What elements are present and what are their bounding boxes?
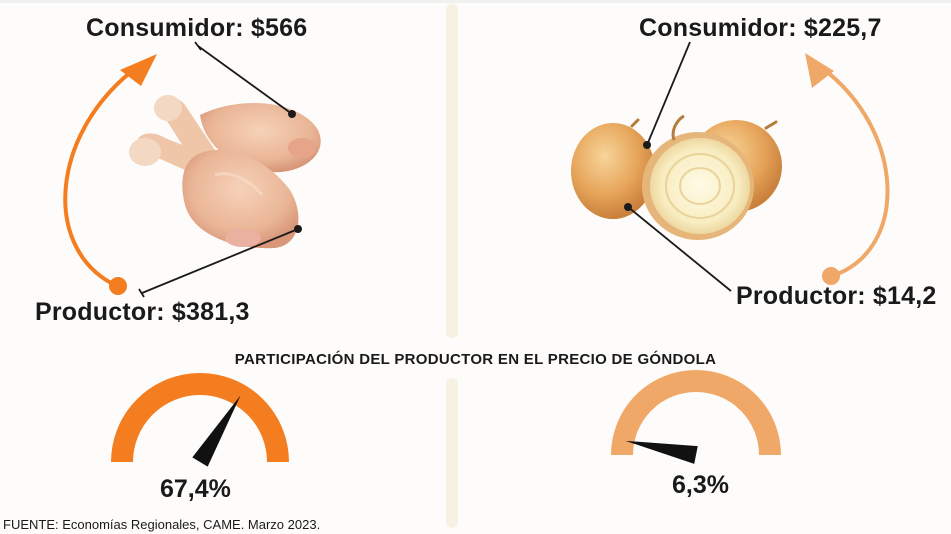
vertical-divider-top bbox=[446, 4, 458, 338]
right-gauge bbox=[611, 370, 781, 464]
left-producer-price: Productor: $381,3 bbox=[35, 298, 250, 326]
left-gauge-arc bbox=[111, 373, 289, 463]
onions-image bbox=[571, 114, 782, 240]
top-border bbox=[0, 0, 951, 3]
right-gauge-arc bbox=[611, 370, 781, 456]
left-gauge-needle bbox=[192, 395, 241, 467]
chicken-drumsticks-image bbox=[129, 95, 321, 249]
left-price-arrow bbox=[63, 54, 157, 295]
source-note: FUENTE: Economías Regionales, CAME. Marz… bbox=[3, 517, 321, 532]
right-producer-price: Productor: $14,2 bbox=[736, 282, 937, 310]
right-gauge-value: 6,3% bbox=[672, 471, 729, 499]
right-consumer-price: Consumidor: $225,7 bbox=[639, 14, 882, 42]
right-leader-lines bbox=[624, 41, 732, 292]
section-title: PARTICIPACIÓN DEL PRODUCTOR EN EL PRECIO… bbox=[234, 351, 717, 368]
left-leader-lines bbox=[138, 41, 302, 298]
right-price-arrow bbox=[805, 53, 890, 285]
right-gauge-needle bbox=[625, 440, 698, 464]
left-consumer-price: Consumidor: $566 bbox=[86, 14, 308, 42]
vertical-divider-bottom bbox=[446, 378, 458, 528]
left-gauge bbox=[111, 373, 289, 467]
left-gauge-value: 67,4% bbox=[160, 475, 231, 503]
